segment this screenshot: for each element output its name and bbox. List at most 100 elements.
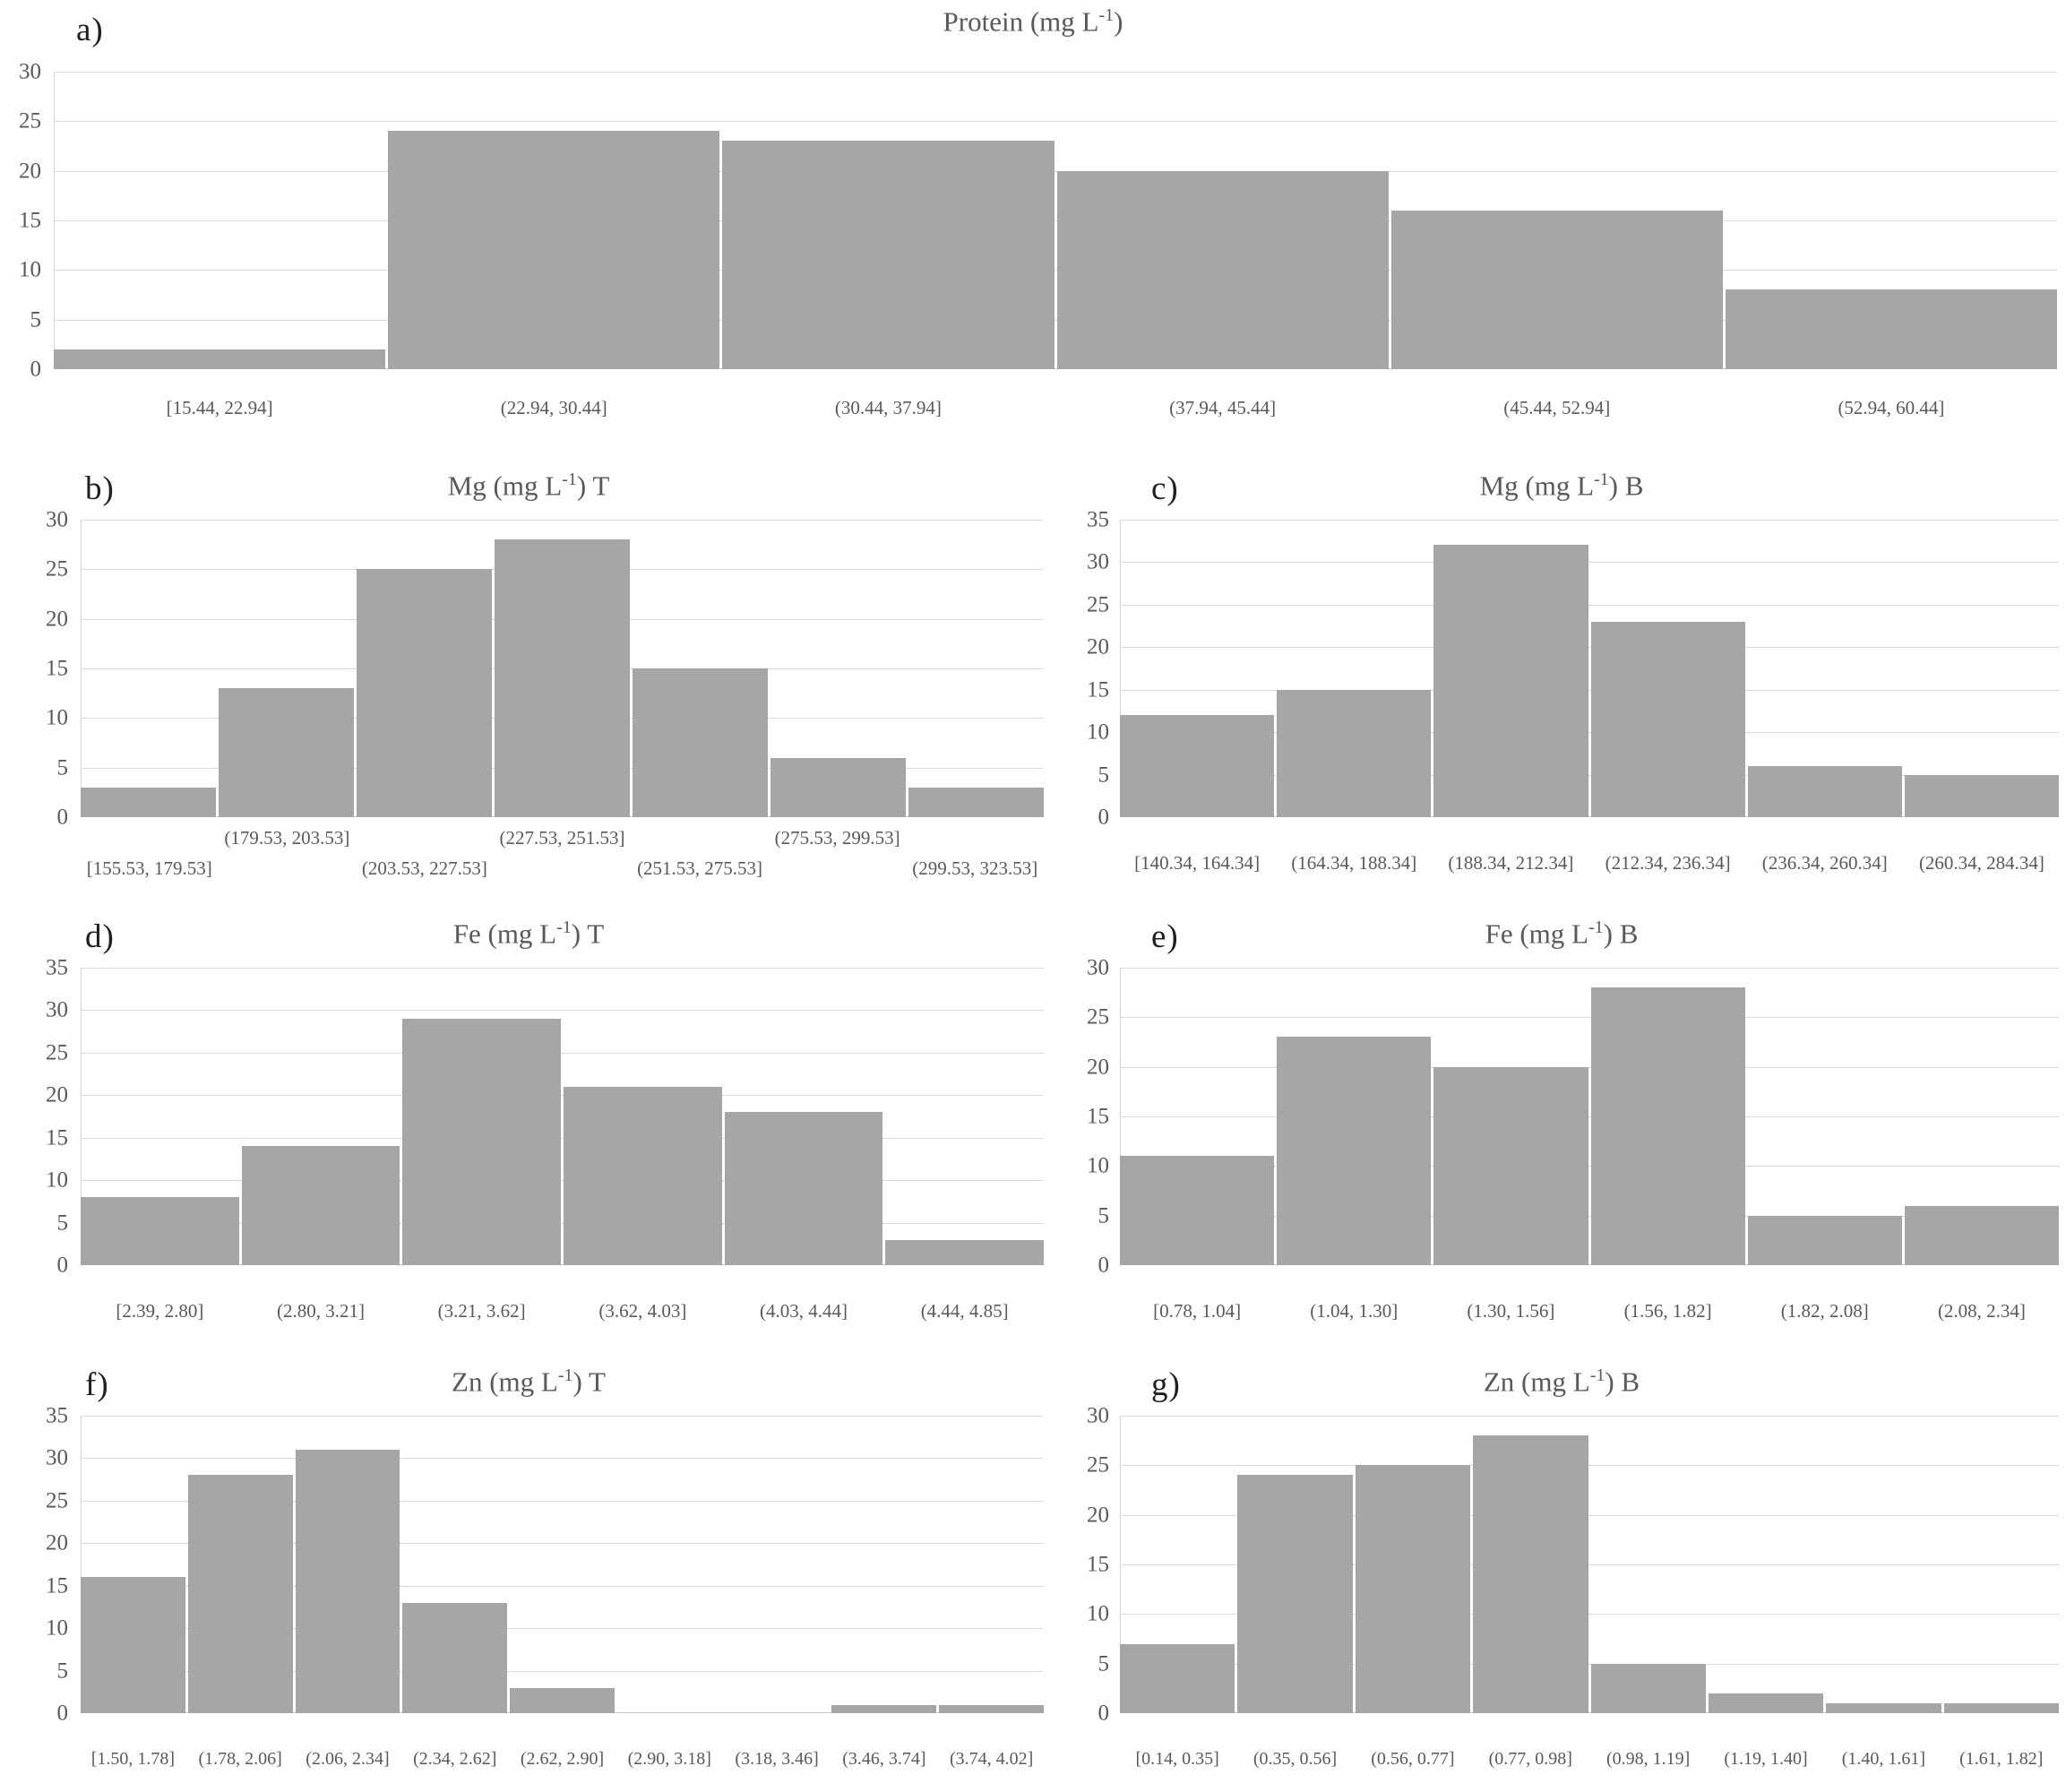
y-tick-label: 20 — [46, 1082, 68, 1107]
y-tick-label: 15 — [1087, 1552, 1109, 1577]
histogram-bar — [1056, 170, 1389, 369]
y-tick-label: 10 — [46, 705, 68, 730]
y-tick-label: 0 — [1098, 1253, 1110, 1278]
y-tick-label: 30 — [46, 1445, 68, 1470]
plot-area — [81, 968, 1045, 1265]
x-tick-label: (52.94, 60.44] — [1838, 397, 1945, 418]
chart-title: Fe (mg L-1) T — [0, 918, 1057, 950]
plot-area — [1120, 968, 2060, 1265]
histogram-bar — [633, 668, 768, 817]
histogram-bar — [1826, 1702, 1941, 1713]
histogram-bar — [1473, 1435, 1588, 1713]
y-tick-label: 25 — [19, 108, 41, 134]
gridline — [1120, 562, 2059, 564]
gridline — [1120, 1166, 2059, 1167]
gridline — [81, 1585, 1044, 1587]
histogram-bar — [402, 1602, 508, 1713]
x-axis: [0.14, 0.35] (0.35, 0.56] (0.56, 0.77] (0.7… — [1120, 1749, 2059, 1792]
row-2: b) Mg (mg L-1) T 0 5 10 15 20 25 30 [155.53, 179.… — [0, 448, 2066, 896]
gridline — [81, 1137, 1044, 1139]
histogram-bar — [908, 787, 1044, 817]
y-tick-label: 25 — [1087, 1004, 1109, 1030]
histogram-bar — [1120, 1156, 1275, 1265]
histogram-bar — [939, 1704, 1045, 1713]
chart-title-superscript: -1 — [1589, 1366, 1605, 1385]
gridline — [1120, 1564, 2059, 1565]
y-tick-label: 15 — [46, 656, 68, 681]
y-tick-label: 0 — [56, 1701, 69, 1726]
x-axis-line — [1120, 1264, 2059, 1265]
x-tick-label: (236.34, 260.34] — [1761, 852, 1888, 874]
x-tick-label: (1.56, 1.82] — [1623, 1300, 1712, 1322]
x-tick-label: [0.78, 1.04] — [1153, 1300, 1242, 1322]
y-tick-label: 0 — [56, 1253, 69, 1278]
row-1: a) Protein (mg L-1) 0 5 10 15 20 25 30 [15.44, 22… — [0, 0, 2066, 448]
x-axis-line — [1120, 1712, 2059, 1713]
plot-area — [54, 72, 2058, 369]
gridline — [1120, 1215, 2059, 1217]
y-tick-label: 35 — [46, 1403, 68, 1428]
x-tick-label: (3.21, 3.62] — [437, 1300, 526, 1322]
x-tick-label: (0.77, 0.98] — [1488, 1749, 1572, 1769]
histogram-bar — [1433, 545, 1588, 817]
x-tick-label: (1.40, 1.61] — [1841, 1749, 1926, 1769]
bars-group — [54, 72, 2058, 369]
y-tick-label: 10 — [1087, 1601, 1109, 1626]
y-tick-label: 10 — [46, 1615, 68, 1641]
y-tick-label: 20 — [1087, 1503, 1109, 1528]
chart-title-superscript: -1 — [562, 470, 577, 489]
y-axis-line — [1120, 968, 1121, 1265]
panel-f-zn-t: f) Zn (mg L-1) T 0 5 10 15 20 25 30 35 [1.50, 1.78… — [0, 1344, 1057, 1792]
gridline — [1120, 968, 2059, 969]
x-tick-label: (22.94, 30.44] — [500, 397, 607, 418]
gridline — [54, 170, 2057, 172]
y-tick-label: 25 — [46, 1040, 68, 1065]
x-axis-line — [54, 368, 2057, 369]
gridline — [81, 1458, 1044, 1460]
gridline — [1120, 1416, 2059, 1417]
histogram-bar — [1904, 1205, 2060, 1265]
histogram-bar — [388, 131, 720, 369]
y-axis: 0 5 10 15 20 25 30 — [0, 61, 41, 381]
y-tick-label: 25 — [1087, 592, 1109, 617]
gridline — [81, 1416, 1044, 1417]
y-tick-label: 20 — [1087, 634, 1109, 659]
bars-group — [1120, 968, 2060, 1265]
x-tick-label: [15.44, 22.94] — [166, 397, 273, 418]
y-tick-label: 20 — [19, 159, 41, 184]
y-tick-label: 5 — [1098, 1651, 1110, 1676]
y-axis: 0 5 10 15 20 25 30 35 — [1057, 509, 1109, 829]
histogram-bar — [885, 1239, 1045, 1265]
y-axis: 0 5 10 15 20 25 30 — [0, 509, 68, 829]
bars-group — [1120, 520, 2060, 817]
panel-letter: g) — [1151, 1366, 1181, 1403]
chart-title-text: Zn (mg L — [1483, 1366, 1590, 1398]
histogram-bar — [1120, 715, 1275, 817]
histogram-bar — [1590, 1663, 1706, 1713]
bars-group — [81, 968, 1045, 1265]
x-tick-label: [2.39, 2.80] — [116, 1300, 204, 1322]
y-axis-line — [1120, 1416, 1121, 1713]
gridline — [81, 1500, 1044, 1502]
y-tick-label: 5 — [56, 1210, 69, 1236]
histogram-bar — [1943, 1702, 2059, 1713]
panel-letter: e) — [1151, 918, 1179, 955]
bars-group — [81, 520, 1044, 817]
histogram-bar — [1237, 1475, 1353, 1713]
histogram-bar — [81, 1197, 239, 1265]
gridline — [81, 1052, 1044, 1054]
y-axis-line — [81, 968, 82, 1265]
histogram-bar — [1708, 1693, 1824, 1713]
x-tick-label: [0.14, 0.35] — [1135, 1749, 1219, 1769]
y-tick-label: 10 — [1087, 719, 1109, 745]
histogram-bar — [219, 688, 354, 817]
row-4: f) Zn (mg L-1) T 0 5 10 15 20 25 30 35 [1.50, 1.78… — [0, 1344, 2066, 1792]
y-axis: 0 5 10 15 20 25 30 35 — [0, 1405, 69, 1725]
x-tick-label: (179.53, 203.53] — [224, 827, 350, 849]
y-tick-label: 15 — [46, 1573, 68, 1598]
gridline — [1120, 1663, 2059, 1665]
x-tick-label: (45.44, 52.94] — [1503, 397, 1611, 418]
chart-title-text: Protein (mg L — [943, 5, 1099, 38]
y-tick-label: 5 — [56, 1658, 69, 1684]
x-tick-label: (37.94, 45.44] — [1169, 397, 1277, 418]
